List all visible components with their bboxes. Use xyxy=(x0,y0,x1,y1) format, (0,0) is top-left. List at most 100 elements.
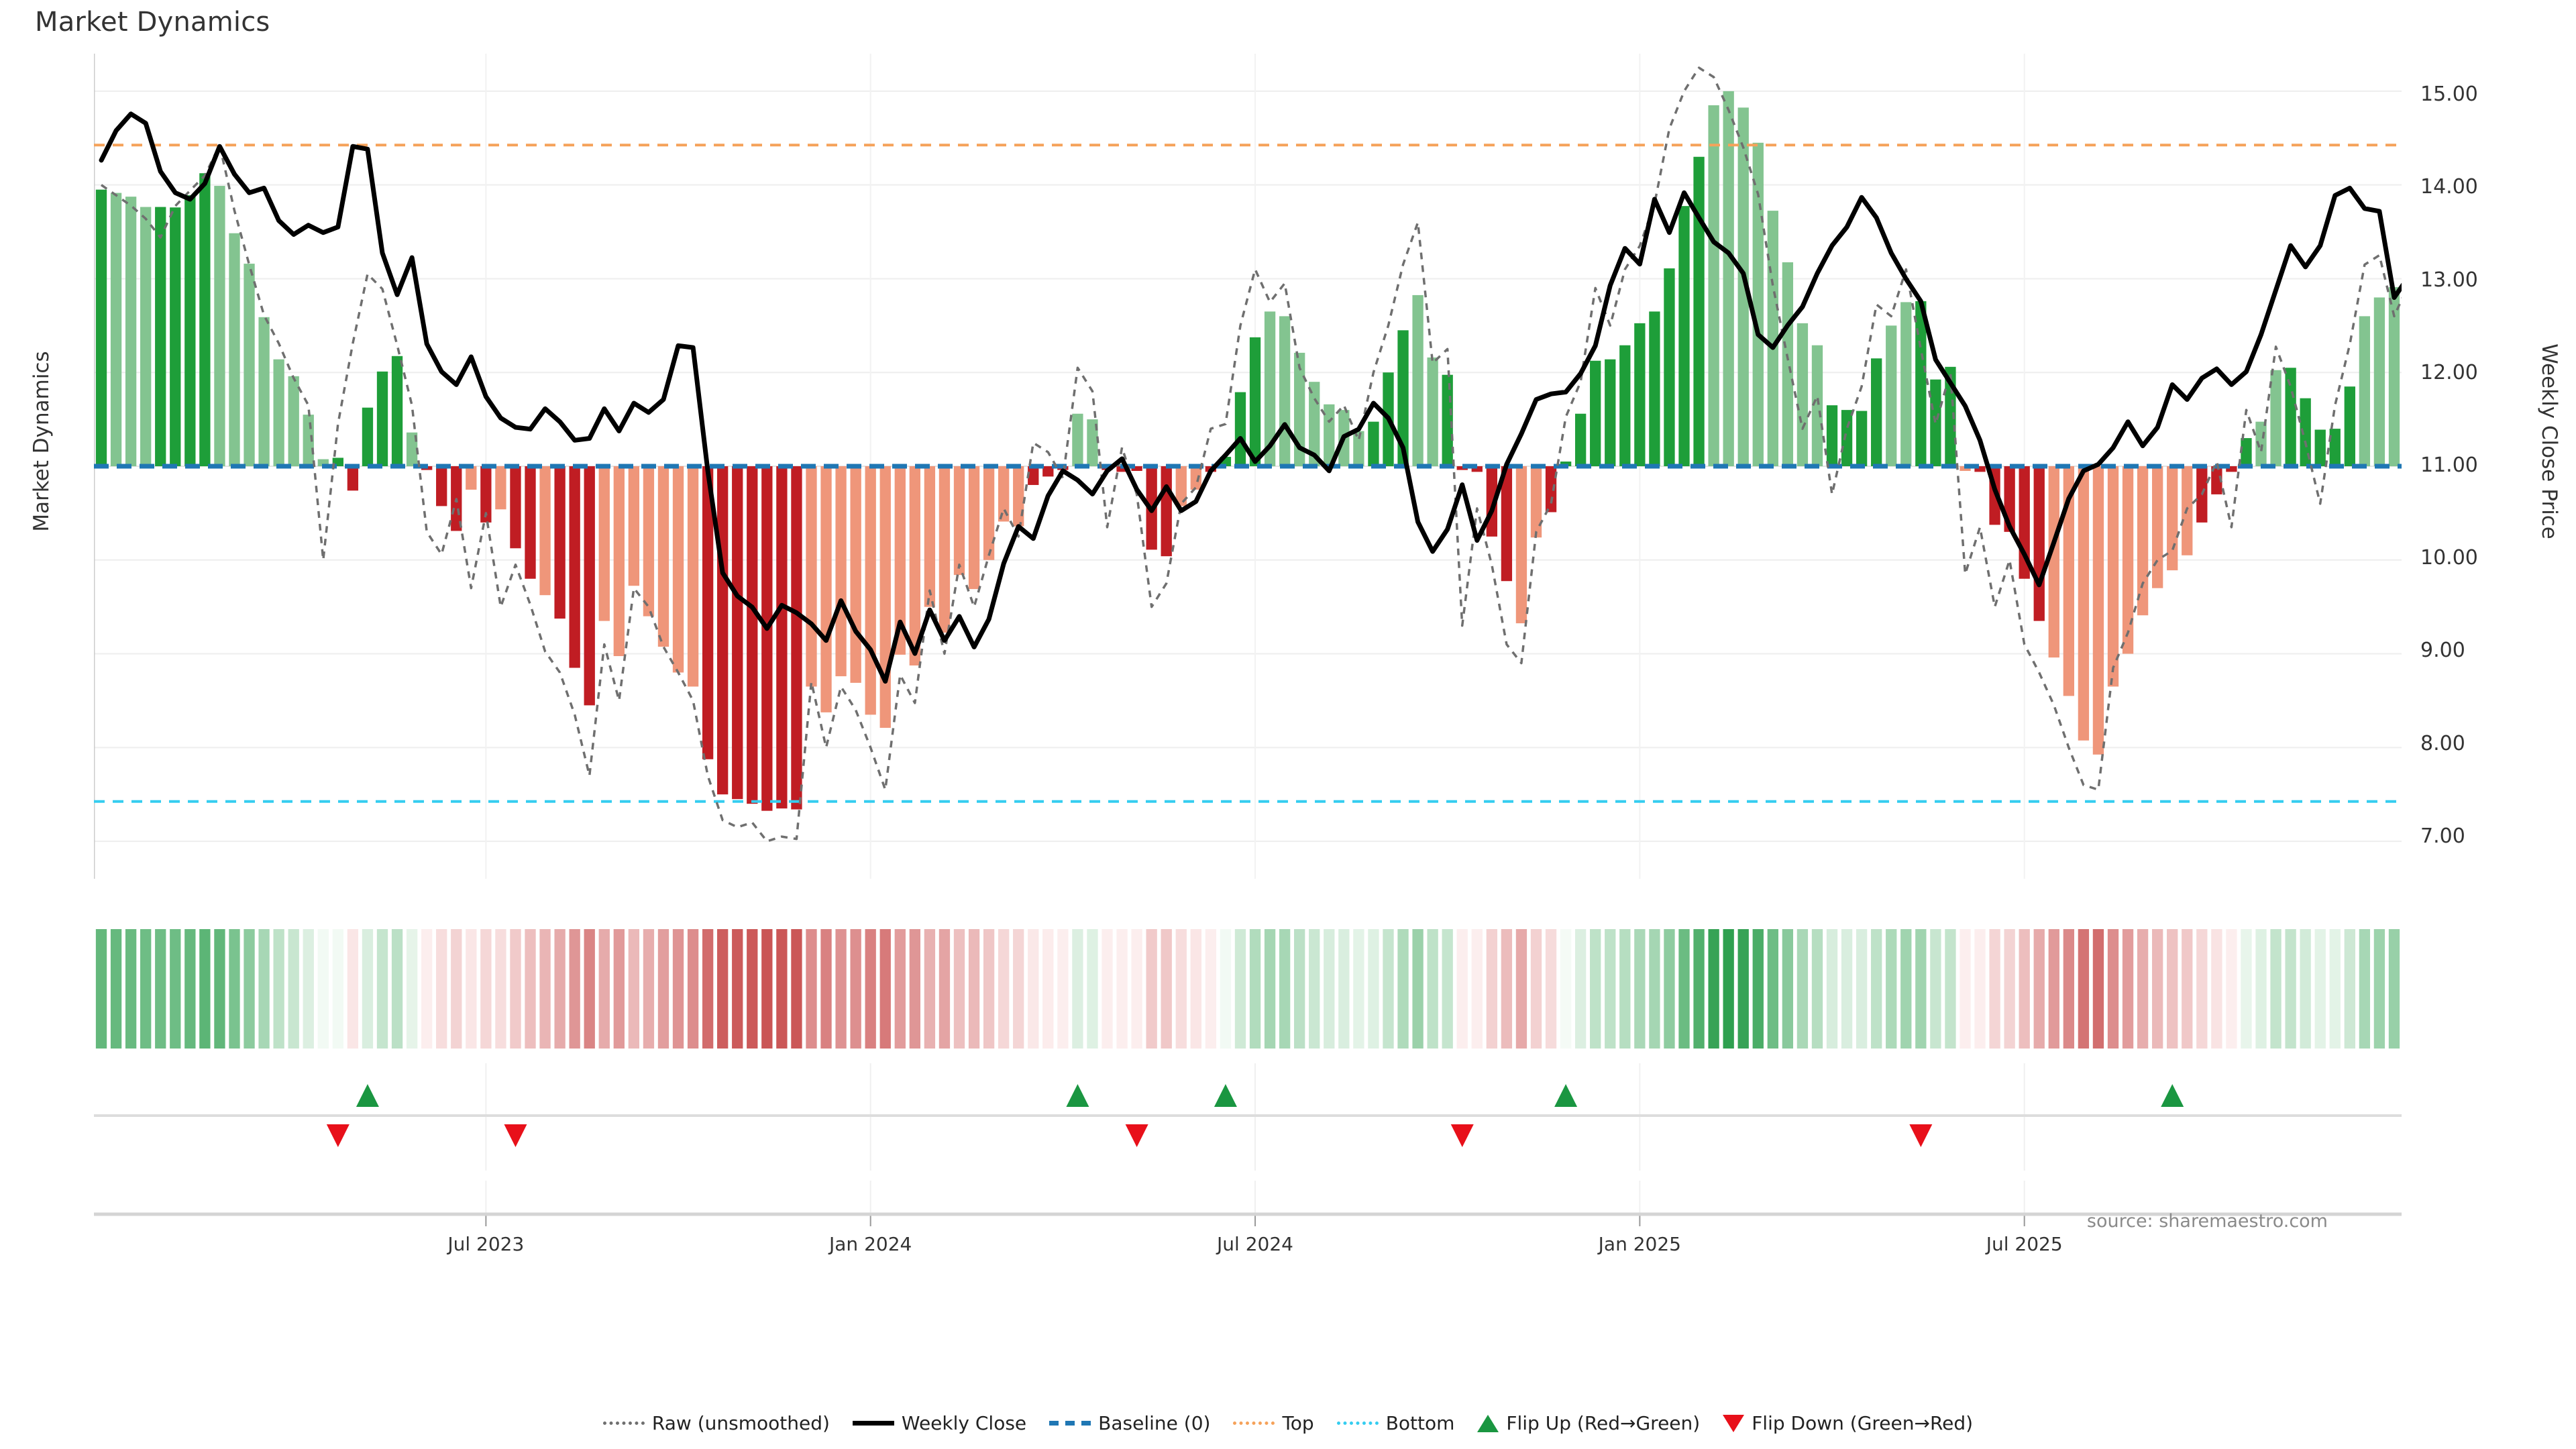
bar xyxy=(613,466,625,657)
heat-cell xyxy=(2255,929,2267,1049)
heat-cell xyxy=(1693,929,1705,1049)
bar xyxy=(747,466,758,804)
heat-cell xyxy=(1826,929,1838,1049)
bar xyxy=(1723,91,1734,467)
bar xyxy=(229,233,240,466)
heat-cell xyxy=(613,929,625,1049)
heat-cell xyxy=(2019,929,2030,1049)
bar xyxy=(1249,337,1261,466)
legend-item[interactable]: Baseline (0) xyxy=(1049,1412,1210,1434)
heat-cell xyxy=(1590,929,1601,1049)
bar xyxy=(1782,262,1794,466)
heat-cell xyxy=(140,929,152,1049)
heat-cell xyxy=(1190,929,1201,1049)
bar xyxy=(2048,466,2059,658)
bar xyxy=(1427,357,1438,466)
heat-cell xyxy=(1249,929,1261,1049)
heat-cell xyxy=(2092,929,2104,1049)
heat-cell xyxy=(1264,929,1276,1049)
flip-canvas xyxy=(94,1063,2402,1171)
heat-cell xyxy=(672,929,684,1049)
heat-cell xyxy=(702,929,714,1049)
legend-label: Flip Up (Red→Green) xyxy=(1506,1412,1701,1434)
heat-cell xyxy=(1871,929,1882,1049)
heat-cell xyxy=(998,929,1010,1049)
y-axis-right-tick: 8.00 xyxy=(2420,731,2465,755)
heat-cell xyxy=(732,929,743,1049)
y-axis-right-tick: 9.00 xyxy=(2420,639,2465,663)
flip-down-marker xyxy=(326,1124,350,1147)
y-axis-right-tick: 10.00 xyxy=(2420,546,2478,570)
bar-series xyxy=(95,91,2400,811)
heat-cell xyxy=(1545,929,1557,1049)
heat-cell xyxy=(1175,929,1187,1049)
heat-cell xyxy=(273,929,284,1049)
legend-item[interactable]: Bottom xyxy=(1336,1412,1454,1434)
bar xyxy=(199,173,211,466)
heat-cell xyxy=(510,929,521,1049)
bar xyxy=(657,466,669,647)
heat-cell xyxy=(1900,929,1912,1049)
heat-cell xyxy=(1456,929,1468,1049)
bar xyxy=(1649,311,1660,466)
heat-cell xyxy=(1442,929,1453,1049)
bar xyxy=(2137,466,2149,616)
flip-up-marker xyxy=(2161,1084,2184,1107)
bar xyxy=(702,466,714,759)
bar xyxy=(1294,352,1305,466)
heat-cell xyxy=(2211,929,2222,1049)
flip-up-marker xyxy=(1554,1084,1578,1107)
heat-cell xyxy=(525,929,536,1049)
bar xyxy=(598,466,610,621)
bar xyxy=(110,193,122,466)
bar xyxy=(525,466,536,579)
heat-cell xyxy=(2048,929,2059,1049)
legend-item[interactable]: Flip Down (Green→Red) xyxy=(1723,1412,1973,1434)
heat-cell xyxy=(2359,929,2371,1049)
dotted-line-icon xyxy=(1233,1421,1275,1425)
heat-cell xyxy=(1501,929,1513,1049)
bar xyxy=(2226,466,2237,472)
heat-cell xyxy=(1028,929,1039,1049)
heat-cell xyxy=(879,929,891,1049)
heat-cell xyxy=(184,929,196,1049)
legend-item[interactable]: Weekly Close xyxy=(852,1412,1026,1434)
bar xyxy=(273,359,284,466)
y-axis-right-tick: 12.00 xyxy=(2420,360,2478,384)
bar xyxy=(924,466,936,607)
bar xyxy=(1545,466,1557,513)
heat-cell xyxy=(539,929,551,1049)
bar xyxy=(717,466,729,795)
bar xyxy=(1264,311,1276,466)
legend-item[interactable]: Raw (unsmoothed) xyxy=(602,1412,830,1434)
heat-cell xyxy=(1664,929,1675,1049)
heat-cell xyxy=(761,929,773,1049)
heat-cell xyxy=(2004,929,2015,1049)
bar xyxy=(938,466,951,633)
heat-cell xyxy=(1811,929,1823,1049)
heat-cell xyxy=(2107,929,2119,1049)
heat-cell xyxy=(1072,929,1083,1049)
heat-cell xyxy=(347,929,359,1049)
heat-cell xyxy=(1234,929,1246,1049)
bar xyxy=(2359,316,2371,466)
legend-item[interactable]: Flip Up (Red→Green) xyxy=(1477,1412,1700,1434)
heat-cell xyxy=(791,929,802,1049)
heat-cell xyxy=(1042,929,1054,1049)
bar xyxy=(2033,466,2045,621)
weekly-close-line xyxy=(99,111,2402,684)
heat-cell xyxy=(554,929,566,1049)
heat-cell xyxy=(806,929,817,1049)
heat-cell xyxy=(1013,929,1024,1049)
heat-cell xyxy=(362,929,374,1049)
heat-cell xyxy=(1309,929,1320,1049)
heat-cell xyxy=(1945,929,1956,1049)
bar xyxy=(2314,429,2326,466)
heat-cell xyxy=(2344,929,2355,1049)
legend-item[interactable]: Top xyxy=(1233,1412,1314,1434)
heat-cell xyxy=(938,929,951,1049)
flip-down-marker xyxy=(1450,1124,1474,1147)
heat-cell xyxy=(1338,929,1350,1049)
heat-cell xyxy=(2314,929,2326,1049)
heat-cell xyxy=(2167,929,2178,1049)
